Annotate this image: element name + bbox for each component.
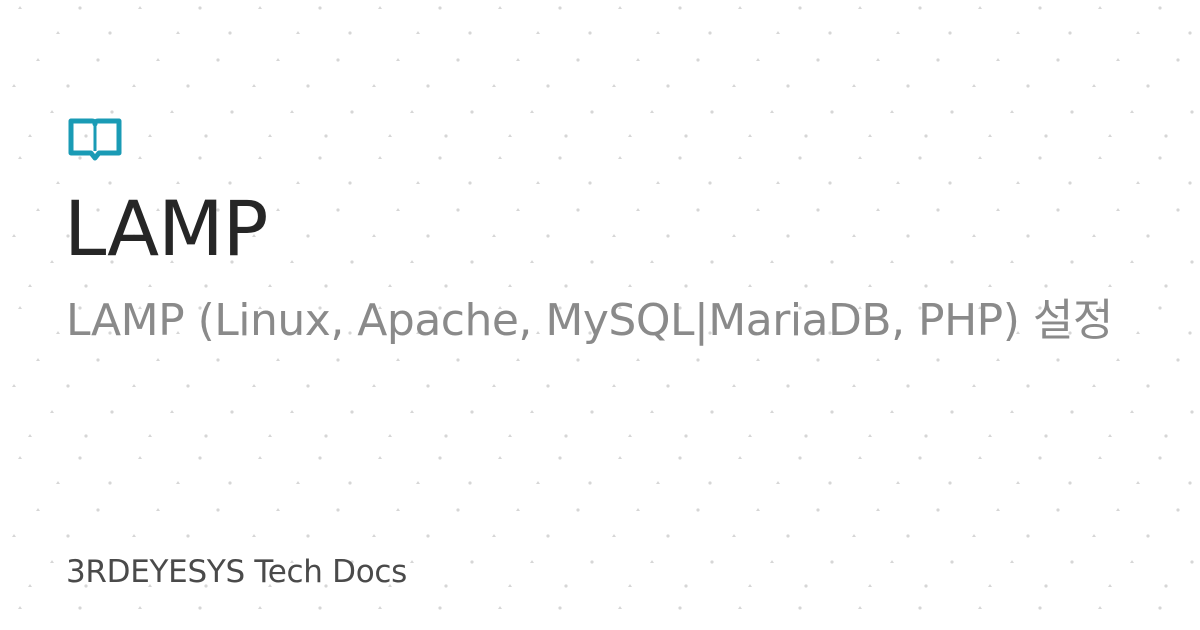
site-name: 3RDEYESYS Tech Docs xyxy=(66,554,408,590)
page-title: LAMP xyxy=(64,184,268,273)
page-description: LAMP (Linux, Apache, MySQL|MariaDB, PHP)… xyxy=(66,295,1113,346)
book-icon xyxy=(68,118,122,161)
